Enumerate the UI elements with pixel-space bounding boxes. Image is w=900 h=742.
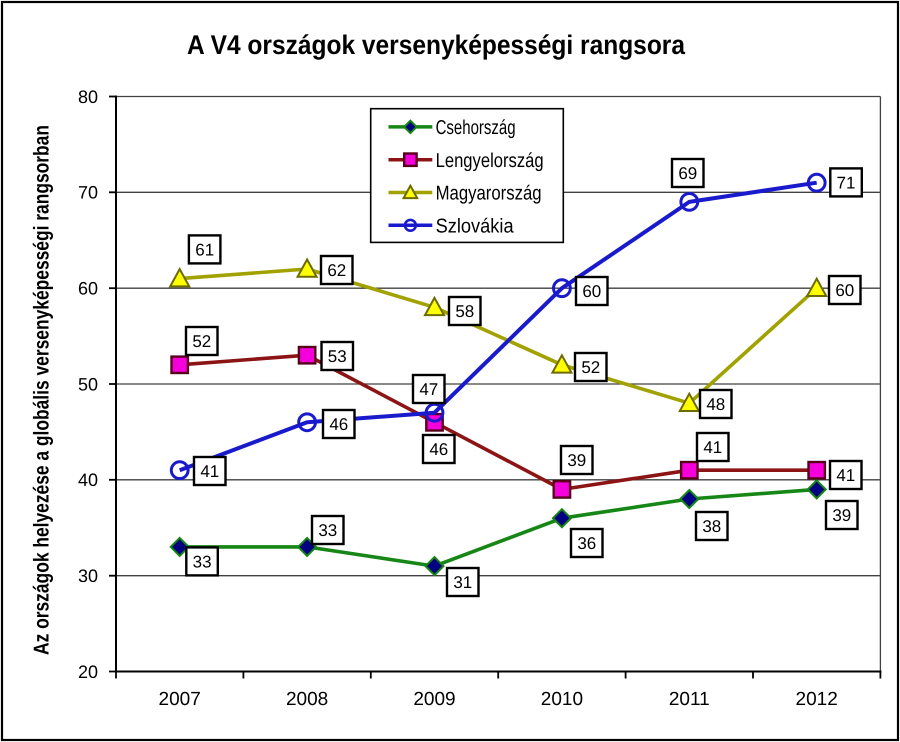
svg-text:Lengyelország: Lengyelország	[436, 150, 544, 172]
svg-text:62: 62	[327, 261, 346, 280]
svg-text:41: 41	[703, 438, 722, 457]
svg-text:46: 46	[429, 440, 448, 459]
svg-text:70: 70	[78, 183, 98, 203]
svg-text:52: 52	[192, 332, 211, 351]
svg-text:33: 33	[318, 521, 337, 540]
svg-text:47: 47	[419, 380, 438, 399]
svg-text:2012: 2012	[796, 689, 838, 710]
svg-text:50: 50	[78, 374, 98, 394]
svg-text:38: 38	[702, 517, 721, 536]
svg-text:A V4 országok versenyképességi: A V4 országok versenyképességi rangsora	[187, 30, 686, 60]
svg-text:30: 30	[78, 566, 98, 586]
svg-text:2011: 2011	[669, 689, 710, 710]
svg-text:48: 48	[706, 395, 725, 414]
svg-text:53: 53	[328, 347, 347, 366]
svg-text:60: 60	[582, 282, 601, 301]
svg-text:Magyarország: Magyarország	[436, 183, 542, 205]
svg-text:31: 31	[453, 573, 472, 592]
svg-text:2007: 2007	[159, 689, 201, 710]
svg-text:33: 33	[193, 553, 212, 572]
svg-text:Az országok helyezése a globál: Az országok helyezése a globális verseny…	[29, 125, 53, 655]
svg-text:2010: 2010	[541, 689, 583, 710]
svg-text:40: 40	[78, 470, 98, 490]
svg-text:41: 41	[836, 466, 855, 485]
svg-text:80: 80	[78, 87, 98, 107]
svg-text:60: 60	[835, 281, 854, 300]
svg-text:2008: 2008	[286, 689, 328, 710]
svg-text:41: 41	[200, 462, 219, 481]
svg-text:58: 58	[455, 302, 474, 321]
svg-text:20: 20	[78, 662, 98, 682]
svg-text:69: 69	[678, 164, 697, 183]
svg-text:2009: 2009	[413, 689, 455, 710]
svg-text:71: 71	[837, 174, 856, 193]
svg-text:60: 60	[78, 279, 98, 299]
svg-text:39: 39	[567, 451, 586, 470]
svg-text:39: 39	[832, 506, 851, 525]
svg-text:Csehország: Csehország	[436, 117, 516, 139]
svg-text:61: 61	[195, 241, 214, 260]
svg-text:36: 36	[577, 534, 596, 553]
svg-text:Szlovákia: Szlovákia	[436, 216, 515, 238]
svg-text:46: 46	[329, 415, 348, 434]
svg-text:52: 52	[581, 358, 600, 377]
